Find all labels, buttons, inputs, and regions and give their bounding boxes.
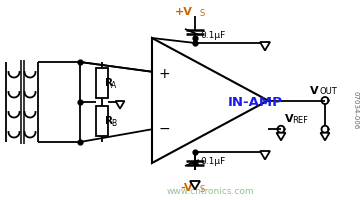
Text: S: S: [199, 184, 204, 194]
Polygon shape: [190, 181, 200, 190]
Polygon shape: [277, 133, 286, 140]
Polygon shape: [260, 42, 270, 50]
Text: www.cntronics.com: www.cntronics.com: [166, 188, 254, 196]
Text: -V: -V: [180, 183, 193, 193]
Polygon shape: [152, 38, 268, 163]
Text: +: +: [158, 67, 170, 81]
Text: B: B: [111, 118, 116, 128]
Text: +V: +V: [175, 7, 193, 17]
Text: R: R: [105, 116, 113, 126]
Polygon shape: [116, 101, 125, 109]
Text: IN-AMP: IN-AMP: [227, 96, 282, 109]
Text: 0.1μF: 0.1μF: [200, 156, 225, 166]
Bar: [96, 68, 108, 98]
Polygon shape: [260, 151, 270, 160]
Text: R: R: [105, 78, 113, 88]
Text: V: V: [285, 114, 293, 124]
Text: 07034-006: 07034-006: [353, 91, 359, 129]
Text: REF: REF: [292, 116, 308, 125]
Text: S: S: [199, 8, 204, 18]
Text: OUT: OUT: [319, 87, 337, 96]
Text: −: −: [158, 122, 170, 136]
Text: A: A: [111, 80, 116, 90]
Polygon shape: [321, 133, 330, 140]
Text: 0.1μF: 0.1μF: [200, 30, 225, 40]
Bar: [96, 106, 108, 136]
Text: V: V: [310, 86, 319, 96]
